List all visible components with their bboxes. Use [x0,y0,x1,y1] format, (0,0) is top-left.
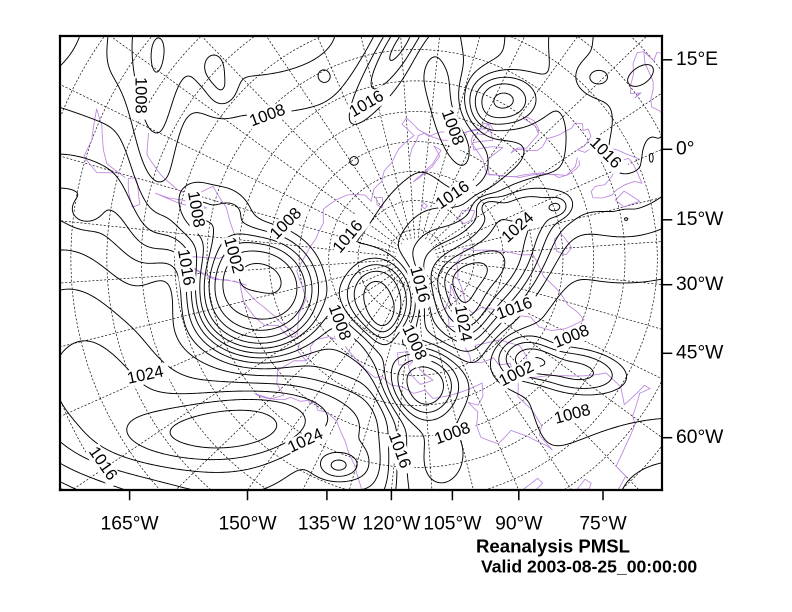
svg-text:0°: 0° [676,139,694,160]
svg-text:Valid 2003-08-25_00:00:00: Valid 2003-08-25_00:00:00 [481,557,697,577]
svg-text:15°W: 15°W [676,209,724,230]
svg-text:Reanalysis PMSL: Reanalysis PMSL [476,536,630,557]
svg-text:90°W: 90°W [495,513,543,534]
svg-text:135°W: 135°W [298,513,357,534]
svg-text:15°E: 15°E [676,49,718,70]
svg-text:75°W: 75°W [579,513,627,534]
svg-text:45°W: 45°W [676,343,724,364]
svg-text:30°W: 30°W [676,274,724,295]
svg-text:165°W: 165°W [101,513,160,534]
svg-text:150°W: 150°W [218,513,277,534]
svg-text:120°W: 120°W [362,513,421,534]
svg-text:60°W: 60°W [676,427,724,448]
svg-text:1008: 1008 [131,77,149,114]
svg-text:105°W: 105°W [423,513,482,534]
